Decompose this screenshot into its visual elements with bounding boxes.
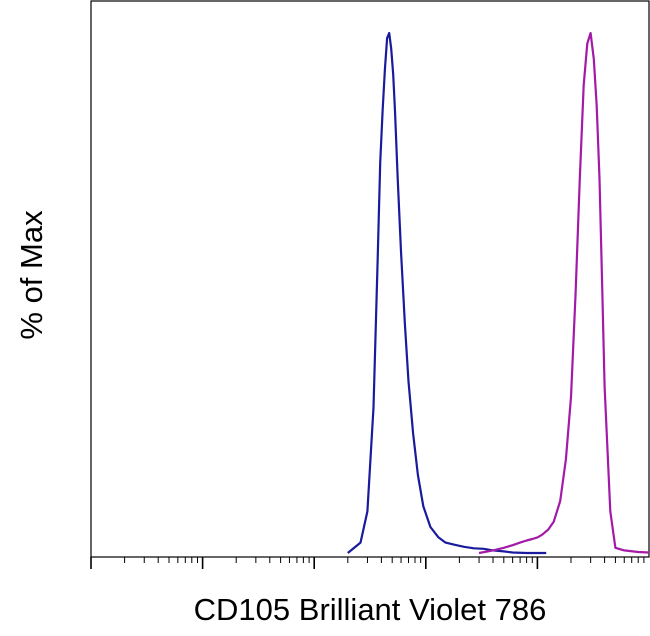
plot-frame xyxy=(90,0,650,558)
series-curve-2 xyxy=(478,31,650,555)
series-curve-1 xyxy=(347,31,547,555)
series-curves xyxy=(347,31,650,555)
x-axis-ticks xyxy=(90,557,645,569)
y-axis-label: % of Max xyxy=(14,210,49,340)
x-axis-label: CD105 Brilliant Violet 786 xyxy=(193,592,547,627)
